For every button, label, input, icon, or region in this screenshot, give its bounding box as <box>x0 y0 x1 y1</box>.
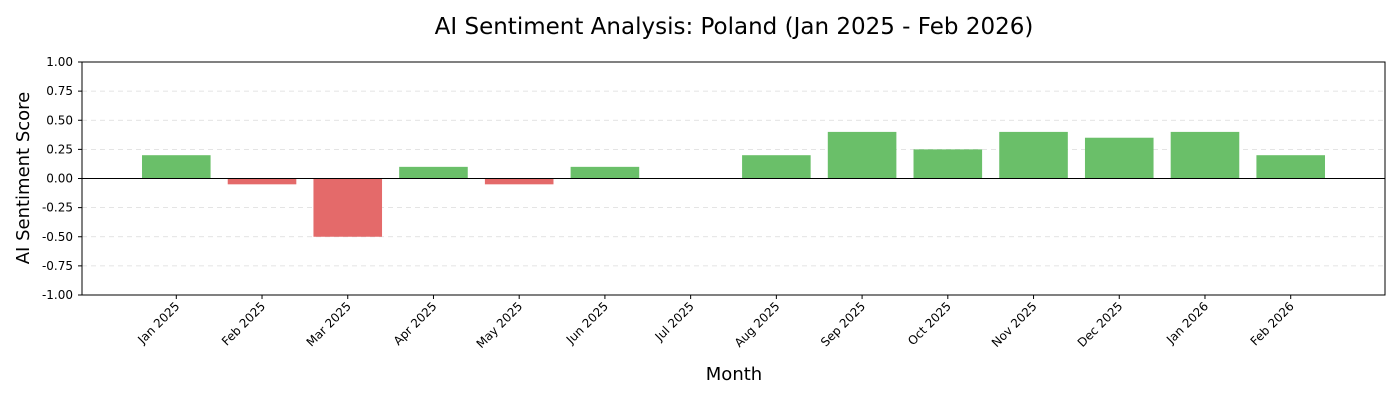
x-tick-label: Mar 2025 <box>304 299 354 349</box>
y-tick-label: 0.50 <box>46 113 73 127</box>
y-tick-label: 0.75 <box>46 84 73 98</box>
bar-feb-2025 <box>227 178 297 185</box>
bar-may-2025 <box>484 178 554 185</box>
x-tick-label: Apr 2025 <box>391 299 440 348</box>
x-tick-label: Jan 2025 <box>134 299 182 347</box>
x-tick-label: Jan 2026 <box>1163 299 1211 347</box>
x-tick-label: Jul 2025 <box>652 299 697 344</box>
bars <box>142 131 1325 237</box>
y-axis-ticks: 1.00 0.75 0.50 0.25 0.00 -0.25 -0.50 -0.75 -1.00 <box>42 55 82 302</box>
bar-feb-2026 <box>1256 155 1325 179</box>
bar-sep-2025 <box>827 131 897 179</box>
y-tick-label: -0.75 <box>42 259 73 273</box>
y-axis-label: AI Sentiment Score <box>13 92 34 265</box>
x-tick-label: Jun 2025 <box>563 299 611 347</box>
bar-apr-2025 <box>399 166 468 179</box>
y-tick-label: -1.00 <box>42 288 73 302</box>
x-tick-label: Oct 2025 <box>905 299 954 348</box>
x-axis-ticks: Jan 2025 Feb 2025 Mar 2025 Apr 2025 May 2025… <box>134 295 1297 351</box>
x-tick-label: Dec 2025 <box>1075 299 1126 350</box>
x-tick-label: Aug 2025 <box>732 299 783 350</box>
bar-oct-2025 <box>913 149 983 179</box>
bar-jun-2025 <box>570 166 640 179</box>
x-tick-label: Feb 2025 <box>219 299 268 348</box>
x-tick-label: Sep 2025 <box>818 299 868 349</box>
y-tick-label: -0.25 <box>42 201 73 215</box>
y-tick-label: 1.00 <box>46 55 73 69</box>
bar-jan-2026 <box>1170 131 1240 179</box>
y-tick-label: 0.00 <box>46 172 73 186</box>
bar-nov-2025 <box>999 131 1068 179</box>
x-tick-label: Feb 2026 <box>1248 299 1297 348</box>
bar-mar-2025 <box>313 178 383 237</box>
bar-dec-2025 <box>1084 137 1154 179</box>
chart-title: AI Sentiment Analysis: Poland (Jan 2025 … <box>435 14 1034 40</box>
bar-aug-2025 <box>742 155 811 179</box>
x-tick-label: May 2025 <box>474 299 526 351</box>
x-tick-label: Nov 2025 <box>989 299 1040 350</box>
y-tick-label: -0.50 <box>42 230 73 244</box>
x-axis-label: Month <box>706 364 762 385</box>
bar-jan-2025 <box>142 155 211 179</box>
y-tick-label: 0.25 <box>46 142 73 156</box>
